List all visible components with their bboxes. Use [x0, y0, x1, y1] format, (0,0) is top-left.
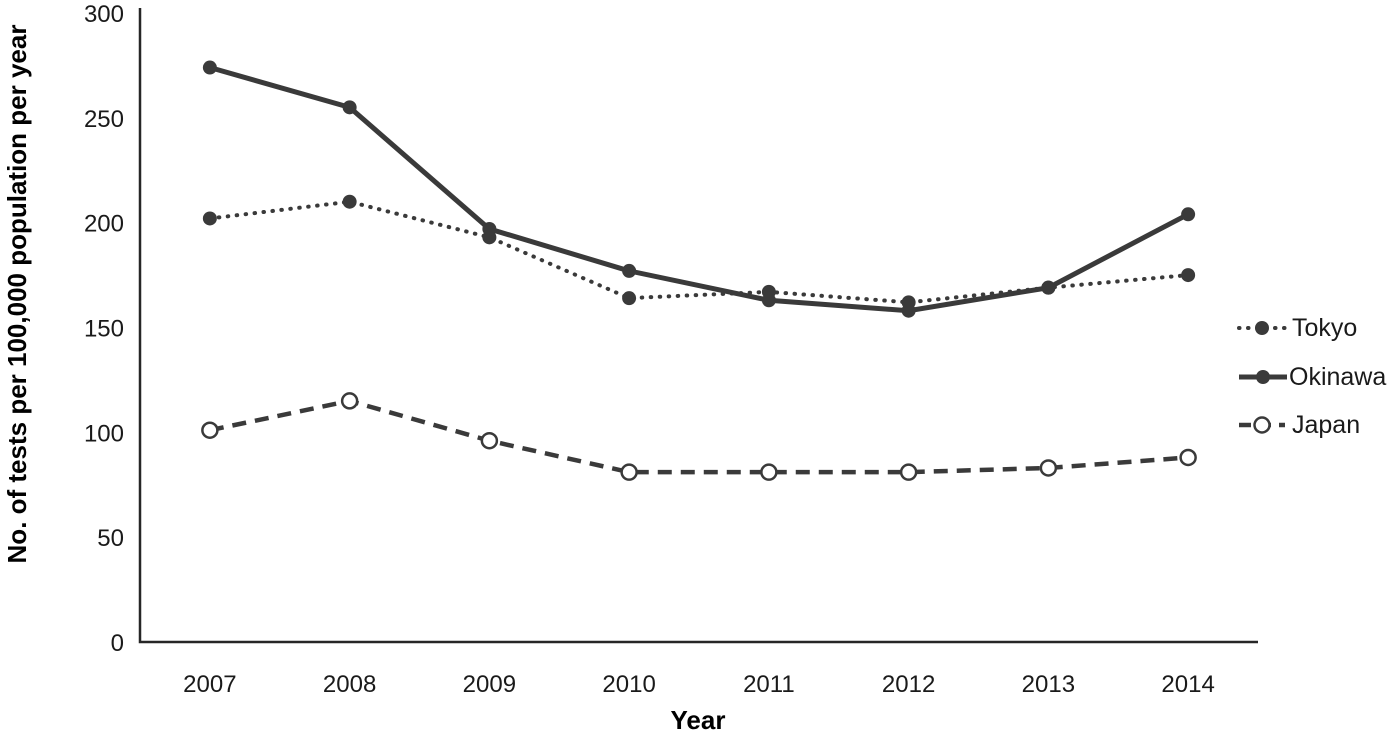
legend: Tokyo Okinawa Japan: [1237, 314, 1386, 439]
series-line-okinawa: [209, 65, 1190, 314]
legend-item-japan: Japan: [1239, 411, 1360, 439]
axis-lines: [138, 8, 1258, 644]
data-point-okinawa: [761, 293, 776, 308]
x-tick-label: 2009: [463, 671, 516, 698]
data-point-tokyo: [1181, 268, 1196, 283]
legend-marker-filled-circle: [1256, 370, 1270, 384]
y-tick-label: 300: [84, 1, 124, 28]
y-tick-label: 250: [84, 106, 124, 133]
x-tick-label: 2012: [882, 671, 935, 698]
data-point-tokyo: [202, 211, 217, 226]
data-point-okinawa: [1041, 280, 1056, 295]
x-tick-label: 2013: [1022, 671, 1075, 698]
plot-area: 0 50 100 150 200 250 300 2007 2008 2009 2010 2011 20…: [84, 1, 1215, 698]
y-axis-title: No. of tests per 100,000 population per …: [2, 25, 32, 564]
data-point-japan: [201, 421, 219, 439]
x-tick-label: 2008: [323, 671, 376, 698]
data-point-japan: [1039, 459, 1058, 477]
series-line-japan: [209, 398, 1189, 475]
legend-item-okinawa: Okinawa: [1239, 363, 1386, 391]
data-point-okinawa: [202, 60, 217, 75]
legend-marker-open-circle: [1253, 416, 1271, 434]
legend-label-okinawa: Okinawa: [1289, 363, 1386, 391]
data-point-japan: [899, 463, 918, 481]
x-tick-label: 2010: [602, 671, 655, 698]
data-point-tokyo: [622, 291, 637, 306]
y-tick-label: 0: [111, 630, 124, 657]
y-tick-label: 50: [97, 525, 124, 552]
data-point-okinawa: [1181, 207, 1196, 222]
data-point-japan: [340, 392, 359, 410]
data-point-japan: [760, 463, 778, 481]
data-point-okinawa: [901, 303, 916, 318]
data-point-japan: [480, 431, 499, 450]
legend-label-tokyo: Tokyo: [1292, 314, 1357, 342]
x-axis-title: Year: [671, 705, 726, 735]
y-tick-label: 150: [84, 316, 124, 343]
data-point-tokyo: [342, 194, 357, 209]
legend-label-japan: Japan: [1292, 411, 1360, 439]
x-tick-label: 2014: [1161, 671, 1214, 698]
y-tick-label: 100: [84, 420, 124, 447]
x-tick-label: 2007: [183, 671, 236, 698]
x-tick-label: 2011: [743, 671, 795, 698]
data-point-okinawa: [622, 263, 637, 278]
legend-item-tokyo: Tokyo: [1237, 314, 1357, 342]
data-point-okinawa: [342, 100, 357, 115]
data-point-japan: [620, 463, 638, 481]
data-point-japan: [1179, 448, 1197, 467]
legend-marker-filled-circle: [1255, 321, 1269, 335]
y-tick-label: 200: [84, 211, 124, 238]
data-point-okinawa: [482, 221, 497, 236]
